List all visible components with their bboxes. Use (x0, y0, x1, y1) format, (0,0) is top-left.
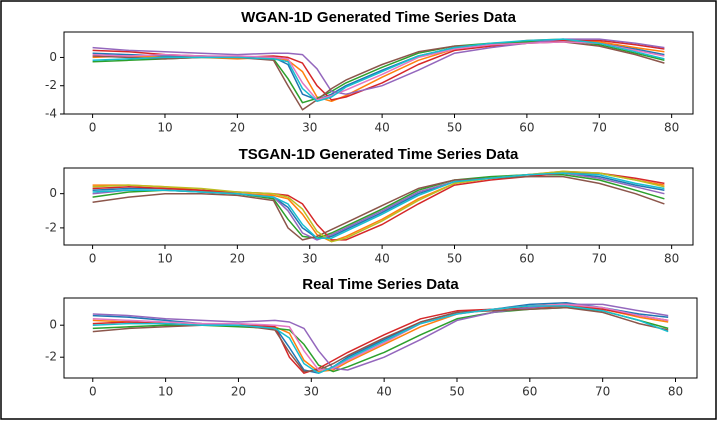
x-tick-label: 50 (447, 121, 462, 135)
x-tick-label: 70 (592, 121, 607, 135)
x-tick-label: 40 (374, 121, 389, 135)
x-tick-label: 30 (302, 252, 317, 266)
x-tick-label: 20 (231, 385, 246, 399)
y-tick-label: 0 (49, 318, 57, 332)
series-line (92, 170, 665, 243)
series-line (92, 38, 665, 103)
axes-frame (63, 167, 694, 246)
chart-title: Real Time Series Data (302, 276, 459, 293)
x-tick-label: 0 (89, 121, 97, 135)
series-line (92, 305, 669, 374)
x-tick-label: 30 (304, 385, 319, 399)
x-tick-label: 50 (447, 252, 462, 266)
chart-title: WGAN-1D Generated Time Series Data (241, 9, 516, 26)
axes-frame (63, 297, 698, 379)
y-tick-label: -4 (45, 107, 57, 121)
x-tick-label: 0 (89, 252, 97, 266)
x-tick-label: 80 (664, 121, 679, 135)
x-tick-label: 40 (374, 252, 389, 266)
y-tick-label: -2 (45, 220, 57, 234)
x-tick-label: 60 (522, 385, 537, 399)
y-tick-label: 0 (49, 186, 57, 200)
x-tick-label: 10 (158, 385, 173, 399)
x-tick-label: 80 (664, 252, 679, 266)
series-line (92, 303, 669, 371)
series-line (92, 175, 665, 241)
y-tick-label: -2 (45, 78, 57, 92)
x-tick-label: 0 (89, 385, 97, 399)
y-tick-label: 0 (49, 50, 57, 64)
x-tick-label: 20 (230, 252, 245, 266)
chart-title: TSGAN-1D Generated Time Series Data (239, 146, 519, 163)
x-tick-label: 60 (519, 121, 534, 135)
x-tick-label: 10 (157, 252, 172, 266)
x-tick-label: 30 (302, 121, 317, 135)
x-tick-label: 70 (595, 385, 610, 399)
x-tick-label: 70 (592, 252, 607, 266)
axes-frame (63, 31, 694, 115)
x-tick-label: 40 (377, 385, 392, 399)
series-line (92, 172, 665, 239)
x-tick-label: 50 (449, 385, 464, 399)
x-tick-label: 10 (157, 121, 172, 135)
x-tick-label: 20 (230, 121, 245, 135)
x-tick-label: 80 (668, 385, 683, 399)
y-tick-label: -2 (45, 350, 57, 364)
x-tick-label: 60 (519, 252, 534, 266)
